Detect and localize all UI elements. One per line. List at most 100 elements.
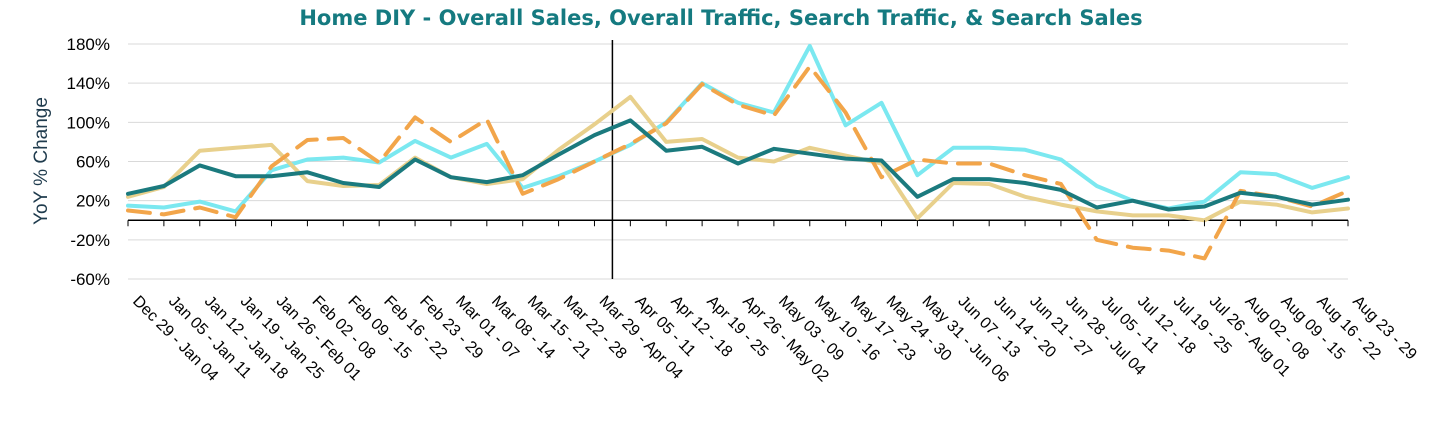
data-point bbox=[1168, 209, 1169, 210]
data-point bbox=[809, 147, 810, 148]
data-point bbox=[522, 179, 523, 180]
data-point bbox=[1240, 172, 1241, 173]
data-point bbox=[1276, 174, 1277, 175]
data-point bbox=[343, 138, 344, 139]
data-point bbox=[953, 183, 954, 184]
series-layer bbox=[126, 44, 1350, 261]
data-point bbox=[845, 155, 846, 156]
data-point bbox=[666, 123, 667, 124]
data-point bbox=[738, 157, 739, 158]
data-point bbox=[702, 84, 703, 85]
data-point bbox=[271, 166, 272, 167]
y-tick-label: 100% bbox=[67, 113, 110, 132]
data-point bbox=[594, 161, 595, 162]
data-point bbox=[989, 184, 990, 185]
data-point bbox=[809, 153, 810, 154]
data-point bbox=[594, 124, 595, 125]
data-point bbox=[881, 102, 882, 103]
data-point bbox=[271, 170, 272, 171]
data-point bbox=[486, 143, 487, 144]
data-point bbox=[343, 157, 344, 158]
data-point bbox=[666, 150, 667, 151]
data-point bbox=[235, 147, 236, 148]
data-point bbox=[1168, 215, 1169, 216]
data-point bbox=[1204, 258, 1205, 259]
data-point bbox=[630, 120, 631, 121]
data-point bbox=[1348, 177, 1349, 178]
data-point bbox=[199, 165, 200, 166]
gridlines bbox=[128, 43, 1348, 280]
data-point bbox=[1312, 212, 1313, 213]
data-point bbox=[522, 175, 523, 176]
data-point bbox=[1312, 204, 1313, 205]
data-point bbox=[235, 211, 236, 212]
data-point bbox=[558, 179, 559, 180]
data-point bbox=[1240, 192, 1241, 193]
chart-title: Home DIY - Overall Sales, Overall Traffi… bbox=[299, 6, 1143, 30]
y-axis: 180% 140% 100% 60% 20% -20% -60% bbox=[67, 35, 110, 289]
data-point bbox=[558, 154, 559, 155]
data-point bbox=[809, 45, 810, 46]
data-point bbox=[738, 163, 739, 164]
data-point bbox=[163, 207, 164, 208]
data-point bbox=[738, 104, 739, 105]
data-point bbox=[1276, 196, 1277, 197]
data-point bbox=[415, 117, 416, 118]
data-point bbox=[486, 119, 487, 120]
data-point bbox=[1025, 183, 1026, 184]
data-point bbox=[702, 146, 703, 147]
data-point bbox=[1096, 239, 1097, 240]
data-point bbox=[199, 201, 200, 202]
data-point bbox=[235, 217, 236, 218]
data-point bbox=[163, 214, 164, 215]
y-tick-label: -60% bbox=[70, 270, 110, 289]
data-point bbox=[307, 172, 308, 173]
data-point bbox=[128, 205, 129, 206]
data-point bbox=[128, 196, 129, 197]
data-point bbox=[450, 177, 451, 178]
data-point bbox=[666, 141, 667, 142]
data-point bbox=[917, 196, 918, 197]
data-point bbox=[1025, 175, 1026, 176]
data-point bbox=[1060, 184, 1061, 185]
data-point bbox=[1132, 215, 1133, 216]
data-point bbox=[1168, 250, 1169, 251]
data-point bbox=[379, 162, 380, 163]
data-point bbox=[594, 135, 595, 136]
data-point bbox=[1096, 185, 1097, 186]
data-point bbox=[1204, 206, 1205, 207]
data-point bbox=[1060, 204, 1061, 205]
data-point bbox=[1025, 196, 1026, 197]
data-point bbox=[343, 185, 344, 186]
data-point bbox=[415, 140, 416, 141]
y-tick-label: -20% bbox=[70, 231, 110, 250]
data-point bbox=[128, 193, 129, 194]
data-point bbox=[989, 179, 990, 180]
data-point bbox=[1060, 189, 1061, 190]
data-point bbox=[1348, 190, 1349, 191]
data-point bbox=[630, 96, 631, 97]
data-point bbox=[307, 139, 308, 140]
data-point bbox=[630, 144, 631, 145]
data-point bbox=[773, 161, 774, 162]
data-point bbox=[271, 176, 272, 177]
data-point bbox=[271, 144, 272, 145]
data-point bbox=[953, 147, 954, 148]
data-point bbox=[702, 138, 703, 139]
data-point bbox=[881, 177, 882, 178]
data-point bbox=[128, 210, 129, 211]
data-point bbox=[1348, 199, 1349, 200]
data-point bbox=[809, 66, 810, 67]
y-tick-label: 20% bbox=[76, 192, 110, 211]
data-point bbox=[558, 176, 559, 177]
data-point bbox=[773, 148, 774, 149]
data-point bbox=[558, 149, 559, 150]
y-tick-label: 60% bbox=[76, 153, 110, 172]
data-point bbox=[773, 115, 774, 116]
data-point bbox=[630, 143, 631, 144]
data-point bbox=[1096, 207, 1097, 208]
data-point bbox=[917, 218, 918, 219]
data-point bbox=[450, 141, 451, 142]
data-point bbox=[845, 125, 846, 126]
